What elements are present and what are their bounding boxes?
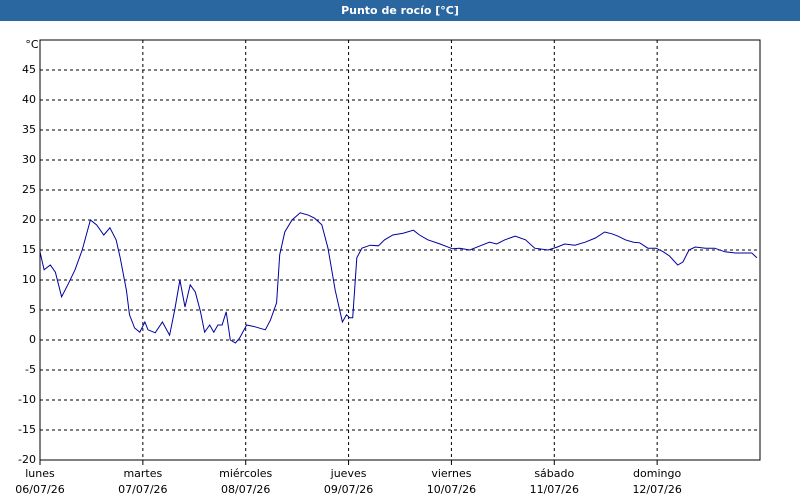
chart-title: Punto de rocío [°C] — [341, 4, 459, 17]
y-tick-label: 25 — [22, 183, 36, 196]
x-tick-label: viernes — [431, 467, 471, 480]
y-tick-label: 20 — [22, 213, 36, 226]
x-tick-date: 06/07/26 — [15, 483, 64, 496]
plot-border — [39, 39, 761, 461]
x-tick-date: 12/07/26 — [632, 483, 681, 496]
data-line — [39, 212, 758, 344]
y-tick-label: 40 — [22, 93, 36, 106]
x-tick-date: 10/07/26 — [427, 483, 476, 496]
x-tick-label: domingo — [633, 467, 681, 480]
y-tick-label: -10 — [18, 393, 36, 406]
y-axis-label: °C — [25, 38, 39, 51]
x-tick-date: 11/07/26 — [530, 483, 579, 496]
x-tick-date: 07/07/26 — [118, 483, 167, 496]
y-tick-label: 15 — [22, 243, 36, 256]
x-tick-label: jueves — [330, 467, 367, 480]
x-tick-label: martes — [123, 467, 162, 480]
y-tick-label: 35 — [22, 123, 36, 136]
y-tick-label: -20 — [18, 453, 36, 466]
x-tick-label: lunes — [25, 467, 55, 480]
y-tick-label: 45 — [22, 63, 36, 76]
y-tick-label: 10 — [22, 273, 36, 286]
x-tick-date: 08/07/26 — [221, 483, 270, 496]
title-bar — [0, 0, 800, 21]
y-tick-label: 0 — [29, 333, 36, 346]
y-tick-label: 5 — [29, 303, 36, 316]
x-tick-label: sábado — [534, 467, 574, 480]
x-tick-date: 09/07/26 — [324, 483, 373, 496]
y-tick-label: 30 — [22, 153, 36, 166]
y-tick-label: -15 — [18, 423, 36, 436]
y-tick-label: -5 — [25, 363, 36, 376]
x-tick-label: miércoles — [219, 467, 272, 480]
